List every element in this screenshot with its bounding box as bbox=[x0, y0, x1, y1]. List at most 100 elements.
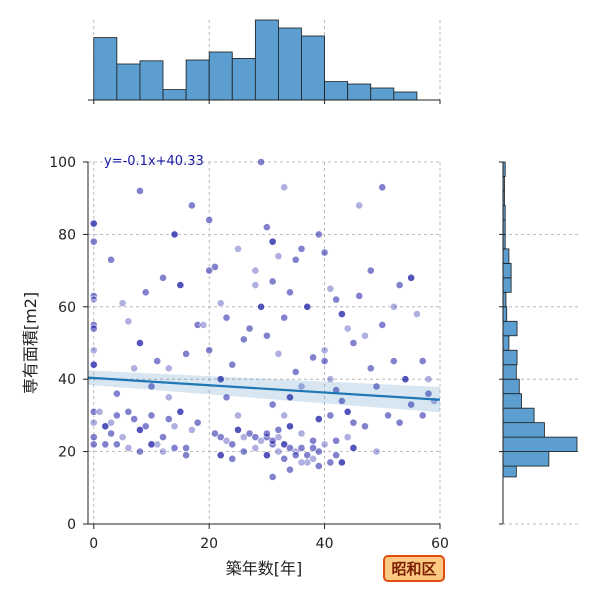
scatter-point bbox=[355, 201, 364, 210]
scatter-point bbox=[297, 444, 306, 452]
scatter-point bbox=[389, 357, 398, 365]
scatter-point bbox=[216, 433, 225, 442]
scatter-point bbox=[268, 400, 277, 409]
scatter-point bbox=[222, 393, 231, 402]
x-axis-label: 築年数[年] bbox=[226, 559, 303, 578]
scatter-point bbox=[361, 422, 369, 431]
scatter-point bbox=[418, 411, 427, 420]
scatter-point bbox=[95, 407, 104, 416]
scatter-point bbox=[338, 458, 346, 467]
scatter-point bbox=[199, 320, 208, 329]
scatter-point bbox=[251, 281, 260, 289]
regression-layer bbox=[87, 370, 441, 413]
main-axes: 0 20 40 60 0 20 40 60 80 100 bbox=[49, 155, 449, 552]
scatter-point bbox=[262, 331, 271, 340]
regression-equation: y=-0.1x+40.33 bbox=[104, 154, 204, 169]
scatter-point bbox=[280, 440, 289, 449]
scatter-point bbox=[136, 425, 144, 434]
scatter-point bbox=[314, 462, 323, 470]
scatter-point bbox=[274, 433, 283, 442]
scatter-point bbox=[262, 429, 271, 438]
scatter-point bbox=[326, 375, 335, 384]
top-hist-bar bbox=[93, 37, 118, 101]
scatter-point bbox=[262, 451, 271, 460]
scatter-point bbox=[286, 422, 294, 431]
scatter-point bbox=[193, 320, 202, 329]
scatter-point bbox=[389, 302, 398, 311]
y-axis-label: 専有面積[m2] bbox=[21, 292, 40, 394]
x-tick-label: 0 bbox=[89, 536, 98, 552]
scatter-point bbox=[424, 375, 433, 384]
scatter-point bbox=[280, 183, 289, 192]
right-hist-bar bbox=[502, 349, 518, 366]
scatter-point bbox=[303, 458, 312, 467]
scatter-point bbox=[101, 440, 110, 449]
top-hist-bar bbox=[324, 81, 349, 101]
scatter-point bbox=[182, 451, 190, 460]
scatter-point bbox=[124, 444, 133, 452]
scatter-point bbox=[407, 273, 416, 282]
scatter-point bbox=[89, 360, 98, 369]
scatter-point bbox=[262, 223, 271, 232]
right-hist-bar bbox=[502, 335, 510, 351]
scatter-point bbox=[395, 281, 404, 289]
y-tick-label: 60 bbox=[58, 300, 76, 316]
top-hist-bar bbox=[139, 60, 164, 101]
scatter-point bbox=[118, 433, 127, 442]
scatter-point bbox=[170, 230, 179, 239]
scatter-point bbox=[291, 255, 300, 264]
scatter-point bbox=[205, 216, 214, 224]
right-hist-bar bbox=[502, 451, 550, 467]
top-hist-bar bbox=[370, 87, 395, 101]
scatter-point bbox=[401, 375, 410, 384]
scatter-point bbox=[395, 418, 404, 427]
scatter-point bbox=[332, 295, 341, 304]
top-histogram bbox=[88, 19, 441, 104]
scatter-point bbox=[147, 411, 156, 420]
right-hist-bar bbox=[502, 393, 522, 409]
scatter-point bbox=[332, 451, 341, 460]
district-badge-label: 昭和区 bbox=[391, 560, 436, 578]
right-hist-bar bbox=[502, 378, 520, 395]
scatter-point bbox=[309, 454, 317, 463]
scatter-point bbox=[112, 411, 121, 420]
scatter-point bbox=[320, 346, 329, 355]
scatter-point bbox=[89, 407, 98, 416]
scatter-point bbox=[193, 418, 202, 427]
scatter-point bbox=[205, 266, 214, 275]
scatter-point bbox=[112, 389, 121, 398]
scatter-point bbox=[159, 273, 167, 282]
right-hist-bar bbox=[502, 306, 508, 322]
scatter-point bbox=[320, 440, 329, 449]
scatter-point bbox=[245, 429, 254, 438]
scatter-point bbox=[182, 349, 190, 358]
scatter-point bbox=[89, 237, 98, 246]
scatter-point bbox=[418, 357, 427, 365]
regression-line bbox=[87, 376, 441, 401]
scatter-point bbox=[366, 266, 375, 275]
scatter-point bbox=[211, 429, 219, 438]
scatter-point bbox=[326, 284, 335, 293]
scatter-point bbox=[372, 382, 381, 391]
scatter-point bbox=[89, 219, 98, 228]
scatter-point bbox=[355, 292, 364, 300]
scatter-point bbox=[257, 158, 266, 166]
scatter-point bbox=[268, 473, 277, 481]
x-tick-label: 20 bbox=[200, 536, 218, 552]
scatter-point bbox=[164, 415, 173, 423]
scatter-point bbox=[349, 418, 358, 427]
scatter-points bbox=[89, 158, 439, 481]
scatter-point bbox=[297, 429, 306, 438]
scatter-point bbox=[309, 436, 317, 445]
scatter-point bbox=[234, 425, 242, 434]
scatter-point bbox=[153, 357, 162, 365]
scatter-point bbox=[141, 288, 150, 297]
scatter-point bbox=[274, 447, 283, 456]
scatter-point bbox=[228, 360, 237, 369]
y-tick-label: 80 bbox=[58, 227, 76, 243]
scatter-point bbox=[424, 389, 433, 398]
top-hist-bar bbox=[116, 63, 141, 101]
scatter-point bbox=[182, 444, 190, 452]
top-hist-bar bbox=[347, 83, 372, 101]
top-hist-bar bbox=[254, 19, 279, 101]
